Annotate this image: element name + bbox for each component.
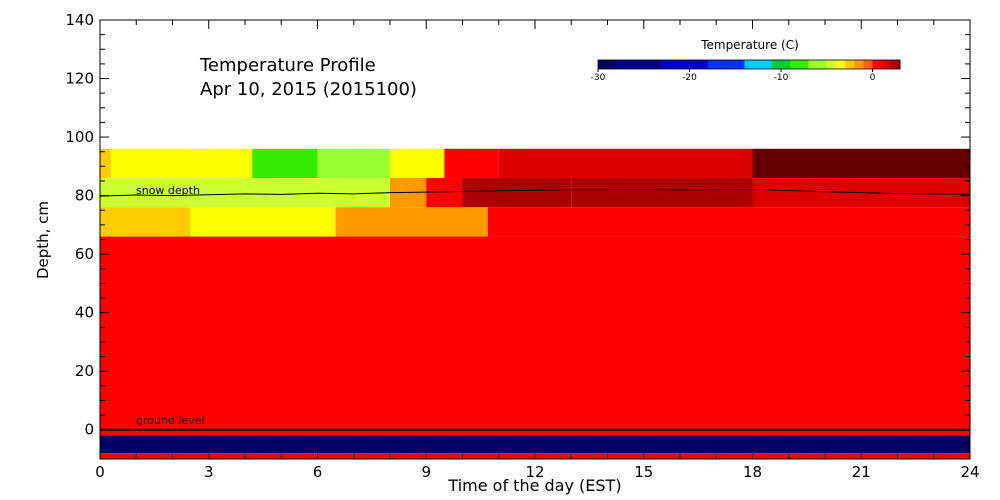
colorbar-swatch xyxy=(625,60,636,69)
x-tick-label: 24 xyxy=(960,463,979,481)
y-tick-label: 60 xyxy=(75,245,94,263)
y-tick-label: 0 xyxy=(84,421,94,439)
x-tick-label: 12 xyxy=(525,463,544,481)
colorbar-swatch xyxy=(607,60,617,69)
x-tick-label: 0 xyxy=(95,463,105,481)
colorbar-swatch xyxy=(726,60,736,69)
chart-title-line-1: Temperature Profile xyxy=(199,55,376,76)
colorbar-swatch xyxy=(808,60,819,69)
heatmap-cell xyxy=(100,236,970,430)
y-axis-label: Depth, cm xyxy=(34,201,52,279)
heatmap-cell xyxy=(444,148,499,179)
colorbar-tick-label: -20 xyxy=(682,73,697,83)
colorbar-swatch xyxy=(771,60,782,69)
colorbar-swatch xyxy=(799,60,809,69)
colorbar-swatch xyxy=(716,60,727,69)
heatmap-cell xyxy=(498,148,753,179)
x-tick-label: 9 xyxy=(421,463,431,481)
heatmap-cells xyxy=(100,148,970,459)
colorbar-swatch xyxy=(634,60,645,69)
heatmap-cell xyxy=(190,207,336,237)
colorbar-swatch xyxy=(643,60,654,69)
colorbar-swatch xyxy=(616,60,626,69)
x-tick-label: 21 xyxy=(852,463,871,481)
colorbar-tick-label: -30 xyxy=(591,73,606,83)
colorbar-swatch xyxy=(598,60,608,69)
colorbar-tick-label: 0 xyxy=(870,73,876,83)
colorbar-swatch xyxy=(817,60,828,69)
heatmap-cell xyxy=(426,178,463,208)
chart-title-line-2: Apr 10, 2015 (2015100) xyxy=(200,79,417,100)
heatmap-cell xyxy=(487,207,970,237)
colorbar-swatch xyxy=(689,60,700,69)
colorbar-swatch xyxy=(762,60,773,69)
colorbar-tick-label: -10 xyxy=(774,73,789,83)
colorbar-swatch xyxy=(707,60,718,69)
x-tick-label: 3 xyxy=(204,463,214,481)
heatmap-cell xyxy=(100,207,191,237)
y-tick-label: 40 xyxy=(75,304,94,322)
y-tick-label: 140 xyxy=(65,11,94,29)
colorbar-label: Temperature (C) xyxy=(700,38,799,52)
colorbar-swatch xyxy=(735,60,745,69)
colorbar-swatch xyxy=(781,60,791,69)
colorbar-swatch xyxy=(680,60,691,69)
snow-depth-line xyxy=(99,188,971,197)
snow-depth-label: snow depth xyxy=(136,184,200,197)
colorbar-swatch xyxy=(662,60,672,69)
y-tick-label: 80 xyxy=(75,187,94,205)
heatmap-cell xyxy=(571,178,753,208)
colorbar-swatch xyxy=(835,60,846,69)
colorbar-frame xyxy=(597,59,901,70)
colorbar-swatch xyxy=(845,60,855,69)
colorbar-swatch xyxy=(698,60,709,69)
y-tick-label: 100 xyxy=(65,128,94,146)
colorbar-swatch xyxy=(890,60,901,69)
x-tick-label: 6 xyxy=(313,463,323,481)
heatmap-cell xyxy=(335,207,488,237)
heatmap-cell xyxy=(100,435,970,454)
heatmap-cell xyxy=(317,148,390,179)
y-tick-label: 120 xyxy=(65,70,94,88)
heatmap-cell xyxy=(252,148,318,179)
heatmap-cell xyxy=(100,178,390,208)
y-tick-label: 20 xyxy=(75,362,94,380)
ground-level-label: ground level xyxy=(136,414,205,427)
heatmap-cell xyxy=(390,148,445,179)
x-axis-label: Time of the day (EST) xyxy=(447,476,621,495)
colorbar-swatch xyxy=(854,60,864,69)
colorbar-swatch xyxy=(826,60,837,69)
colorbar-swatch xyxy=(753,60,764,69)
colorbar: -30 -20 -10 0 xyxy=(591,59,901,83)
heatmap-cell xyxy=(462,178,572,208)
colorbar-swatch xyxy=(863,60,874,69)
colorbar-swatch xyxy=(881,60,892,69)
heatmap-cell xyxy=(100,429,970,436)
x-tick-label: 15 xyxy=(634,463,653,481)
heatmap-cell xyxy=(100,148,111,179)
heatmap-cell xyxy=(110,148,195,179)
colorbar-swatch xyxy=(872,60,883,69)
colorbar-swatch xyxy=(671,60,681,69)
heatmap-cell xyxy=(752,148,970,179)
colorbar-swatch xyxy=(790,60,800,69)
heatmap-cell xyxy=(194,148,253,179)
x-tick-label: 18 xyxy=(743,463,762,481)
overlay-lines xyxy=(99,188,971,431)
axes: 0 3 6 9 12 15 18 21 24 0 20 40 60 80 100 120 140 xyxy=(65,11,979,481)
colorbar-swatch xyxy=(652,60,663,69)
colorbar-swatch xyxy=(744,60,755,69)
